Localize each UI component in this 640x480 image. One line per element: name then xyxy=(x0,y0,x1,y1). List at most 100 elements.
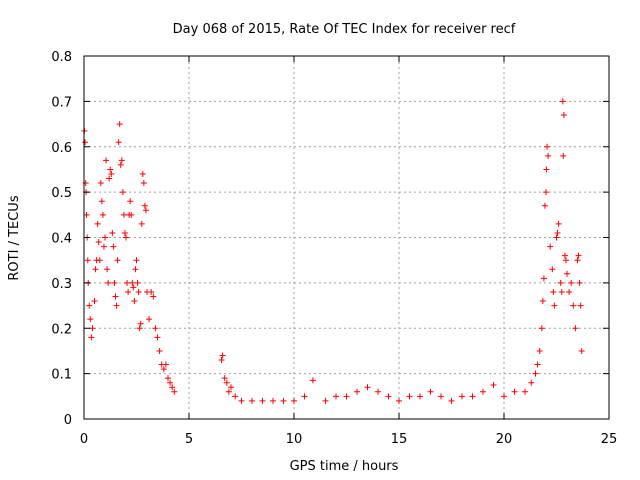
scatter-point xyxy=(568,279,575,286)
x-axis-label: GPS time / hours xyxy=(290,459,399,474)
x-tick-label: 20 xyxy=(496,432,513,447)
scatter-point xyxy=(223,379,230,386)
x-tick-label: 25 xyxy=(601,432,618,447)
scatter-point xyxy=(140,180,147,187)
y-tick-label: 0.3 xyxy=(51,277,72,292)
scatter-point xyxy=(97,180,104,187)
scatter-point xyxy=(130,284,137,291)
scatter-point xyxy=(554,229,561,236)
scatter-point xyxy=(108,170,115,177)
grid-lines xyxy=(84,56,609,419)
scatter-point xyxy=(539,298,546,305)
scatter-point xyxy=(459,393,465,400)
scatter-point xyxy=(577,302,584,309)
scatter-point xyxy=(270,397,276,404)
scatter-point xyxy=(560,152,567,159)
scatter-point xyxy=(536,347,543,354)
scatter-point xyxy=(343,393,350,400)
scatter-point xyxy=(131,298,138,305)
scatter-point xyxy=(112,293,119,300)
scatter-point xyxy=(558,288,565,295)
scatter-point xyxy=(417,393,423,400)
x-tick-label: 5 xyxy=(185,432,193,447)
scatter-point xyxy=(228,384,234,391)
scatter-point xyxy=(232,393,239,400)
scatter-point xyxy=(396,397,402,404)
scatter-point xyxy=(333,393,339,400)
scatter-point xyxy=(133,257,140,264)
scatter-point xyxy=(84,257,91,264)
scatter-point xyxy=(576,279,583,286)
scatter-point xyxy=(225,388,232,395)
scatter-point xyxy=(128,211,135,218)
scatter-point xyxy=(111,279,118,286)
y-tick-label: 0.8 xyxy=(51,50,72,65)
y-tick-labels: 0 0.1 0.2 0.3 0.4 0.5 0.6 0.7 0.8 xyxy=(51,50,72,428)
scatter-point xyxy=(156,347,163,354)
scatter-point xyxy=(89,325,96,332)
scatter-point xyxy=(137,320,144,327)
scatter-point xyxy=(141,202,148,209)
scatter-point xyxy=(291,397,297,404)
scatter-point xyxy=(219,352,226,359)
scatter-point xyxy=(249,397,255,404)
scatter-point xyxy=(100,243,107,250)
scatter-point xyxy=(522,388,528,395)
scatter-point xyxy=(88,334,95,341)
scatter-point xyxy=(134,279,141,286)
y-tick-label: 0.5 xyxy=(51,186,72,201)
scatter-point xyxy=(555,220,562,227)
scatter-point xyxy=(110,243,117,250)
scatter-point xyxy=(354,388,360,395)
scatter-point xyxy=(385,393,392,400)
scatter-point xyxy=(92,266,99,273)
y-tick-label: 0.1 xyxy=(51,368,72,383)
scatter-point xyxy=(106,175,113,182)
scatter-point xyxy=(221,375,228,382)
scatter-point xyxy=(578,347,585,354)
scatter-point xyxy=(572,325,579,332)
scatter-point xyxy=(165,375,171,382)
axis-ticks xyxy=(83,55,610,420)
x-tick-label: 10 xyxy=(286,432,303,447)
scatter-point xyxy=(550,288,557,295)
scatter-point xyxy=(562,257,569,264)
scatter-point xyxy=(301,393,308,400)
scatter-point xyxy=(480,388,486,395)
chart-title: Day 068 of 2015, Rate Of TEC Index for r… xyxy=(173,22,516,37)
scatter-point xyxy=(96,257,103,264)
scatter-point xyxy=(104,266,111,273)
scatter-point xyxy=(152,325,159,332)
scatter-point xyxy=(551,302,558,309)
scatter-point xyxy=(574,257,581,264)
scatter-point xyxy=(121,229,128,236)
scatter-point xyxy=(544,143,551,150)
x-tick-label: 0 xyxy=(80,432,88,447)
scatter-point xyxy=(129,279,136,286)
scatter-point xyxy=(136,325,143,332)
scatter-point xyxy=(94,220,101,227)
scatter-point xyxy=(218,357,225,364)
scatter-point xyxy=(406,393,413,400)
scatter-point xyxy=(528,379,535,386)
scatter-point xyxy=(160,366,167,373)
scatter-point xyxy=(543,166,550,173)
y-tick-label: 0 xyxy=(64,413,72,428)
scatter-point xyxy=(116,121,123,128)
scatter-point xyxy=(570,302,577,309)
scatter-point xyxy=(138,220,145,227)
scatter-point xyxy=(169,384,176,391)
scatter-point xyxy=(559,98,566,105)
scatter-point xyxy=(561,252,568,259)
scatter-point xyxy=(125,288,132,295)
scatter-point xyxy=(543,189,549,196)
scatter-point xyxy=(280,397,287,404)
scatter-point xyxy=(259,397,266,404)
scatter-point xyxy=(82,139,89,146)
x-tick-label: 15 xyxy=(391,432,408,447)
scatter-point xyxy=(127,198,134,205)
scatter-point xyxy=(532,370,539,377)
scatter-point xyxy=(124,279,131,286)
scatter-point xyxy=(98,198,105,205)
